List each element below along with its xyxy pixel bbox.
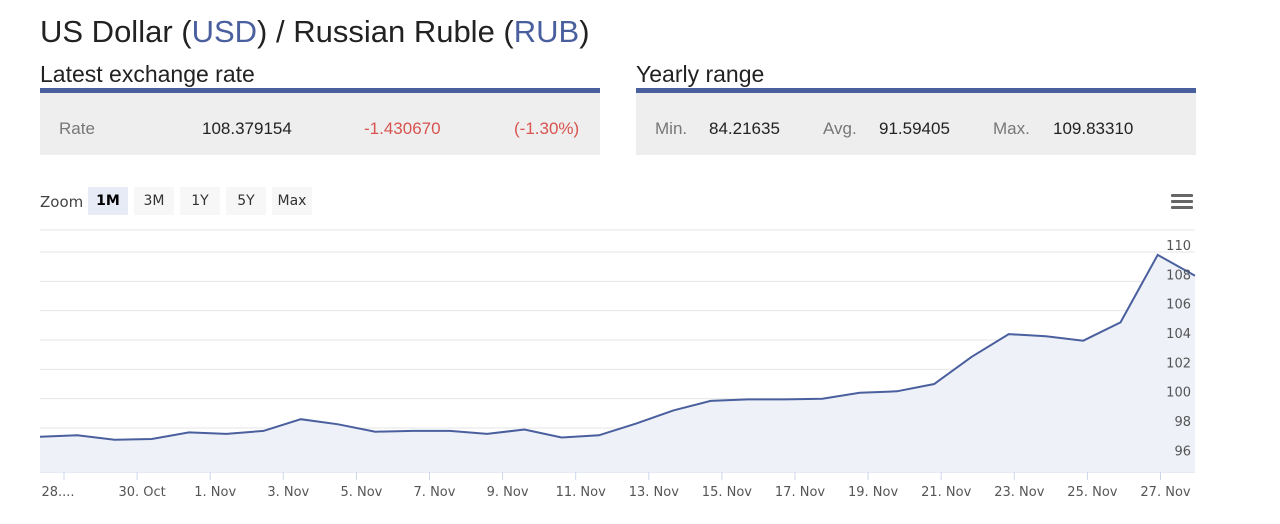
rate-value: 108.379154: [202, 119, 292, 138]
y-tick-label: 110: [1166, 239, 1191, 254]
x-tick-label: 11. Nov: [556, 485, 606, 500]
zoom-1m-button[interactable]: 1M: [88, 187, 128, 215]
x-tick-label: 3. Nov: [267, 485, 309, 500]
series-area: [40, 254, 1195, 472]
x-tick-label: 19. Nov: [848, 485, 898, 500]
x-tick-label: 7. Nov: [414, 485, 456, 500]
x-tick-label: 27. Nov: [1140, 485, 1190, 500]
min-value: 84.21635: [709, 119, 780, 138]
x-tick-label: 23. Nov: [994, 485, 1044, 500]
x-tick-label: 17. Nov: [775, 485, 825, 500]
x-tick-label: 25. Nov: [1067, 485, 1117, 500]
avg-label: Avg.: [823, 119, 857, 138]
y-tick-label: 98: [1174, 415, 1191, 430]
rate-change-percent: (-1.30%): [514, 119, 580, 138]
y-tick-label: 108: [1166, 268, 1191, 283]
x-tick-label: 30. Oct: [118, 485, 165, 500]
hamburger-menu-icon[interactable]: [1170, 192, 1194, 212]
avg-value: 91.59405: [879, 119, 950, 138]
quote-currency-code[interactable]: RUB: [513, 14, 580, 49]
series-line: [39, 253, 1196, 441]
y-tick-label: 102: [1166, 356, 1191, 371]
x-tick-label: 9. Nov: [487, 485, 529, 500]
zoom-5y-button[interactable]: 5Y: [226, 187, 266, 215]
yearly-range-heading: Yearly range: [636, 61, 765, 87]
x-tick-label: 21. Nov: [921, 485, 971, 500]
zoom-max-button[interactable]: Max: [272, 187, 312, 215]
yearly-range-panel: Min. 84.21635 Avg. 91.59405 Max. 109.833…: [636, 88, 1196, 155]
y-tick-label: 106: [1166, 298, 1191, 313]
x-tick-label: 13. Nov: [629, 485, 679, 500]
page-title: US Dollar (USD) / Russian Ruble (RUB): [40, 14, 590, 50]
title-suffix: ): [579, 14, 590, 49]
rate-label: Rate: [59, 119, 95, 138]
y-tick-label: 100: [1166, 386, 1191, 401]
zoom-3m-button[interactable]: 3M: [134, 187, 174, 215]
min-label: Min.: [655, 119, 688, 138]
latest-rate-heading: Latest exchange rate: [40, 61, 255, 87]
title-prefix: US Dollar (: [40, 14, 192, 49]
base-currency-code[interactable]: USD: [191, 14, 258, 49]
rate-change: -1.430670: [364, 119, 441, 138]
x-tick-label: 1. Nov: [194, 485, 236, 500]
zoom-1y-button[interactable]: 1Y: [180, 187, 220, 215]
max-value: 109.83310: [1053, 119, 1134, 138]
latest-rate-panel: Rate 108.379154 -1.430670 (-1.30%): [40, 88, 600, 155]
zoom-label: Zoom: [40, 193, 84, 211]
x-tick-label: 5. Nov: [340, 485, 382, 500]
y-tick-label: 104: [1166, 327, 1191, 342]
x-tick-label: 15. Nov: [702, 485, 752, 500]
title-middle: ) / Russian Ruble (: [257, 14, 514, 49]
x-tick-label: 28....: [41, 485, 74, 500]
max-label: Max.: [993, 119, 1030, 138]
y-tick-label: 96: [1174, 444, 1191, 459]
